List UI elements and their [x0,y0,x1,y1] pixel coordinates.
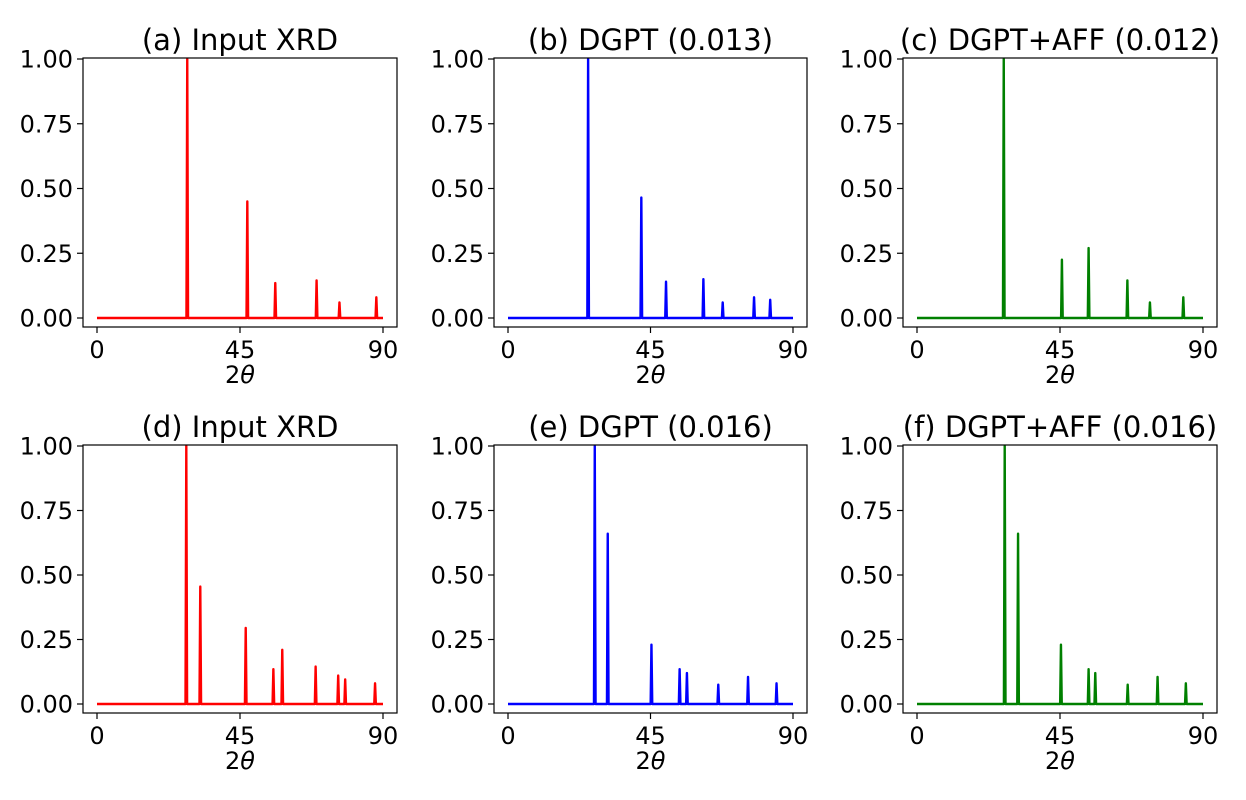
y-tick-label: 0.25 [840,626,893,654]
x-axis-label: 2θ [1045,747,1075,775]
y-tick-label: 0.00 [20,305,73,333]
y-tick-label: 0.25 [840,240,893,268]
x-axis-label: 2θ [636,747,666,775]
panel-e: (e) DGPT (0.016) 0.00 0.25 0.50 0.75 1.00 0 45 9… [431,410,809,775]
x-tick-label: 45 [1045,336,1076,364]
y-tick-label: 0.50 [840,175,893,203]
x-tick-label: 45 [225,336,256,364]
x-tick-label: 90 [368,722,399,750]
series-line [97,444,383,706]
y-tick-label: 0.00 [840,691,893,719]
x-tick-label: 90 [368,336,399,364]
axes-frame [902,57,1218,328]
panel-d: (d) Input XRD 0.00 0.25 0.50 0.75 1.00 0 45 90 2θ [20,410,399,775]
x-tick-label: 0 [500,336,515,364]
series-line [97,57,383,320]
x-tick-label: 90 [1188,336,1219,364]
x-tick-label: 0 [909,722,924,750]
y-tick-label: 1.00 [431,433,484,461]
panel-a: (a) Input XRD 0.00 0.25 0.50 0.75 1.00 0 45 90 2θ [20,23,399,389]
y-tick-label: 0.75 [840,497,893,525]
y-tick-label: 0.50 [431,175,484,203]
x-tick-label: 0 [89,336,104,364]
y-tick-label: 0.75 [20,497,73,525]
y-tick-label: 0.50 [20,175,73,203]
x-tick-label: 0 [500,722,515,750]
y-tick-label: 0.00 [431,691,484,719]
x-axis-label: 2θ [1045,361,1075,389]
panel-title: (e) DGPT (0.016) [528,410,773,444]
series-line [917,57,1203,320]
y-tick-label: 0.00 [20,691,73,719]
x-tick-label: 90 [1188,722,1219,750]
panel-title: (b) DGPT (0.013) [528,23,773,57]
axes-frame [493,57,808,328]
x-axis-label: 2θ [225,747,255,775]
y-tick-label: 0.50 [431,562,484,590]
series-line [508,57,793,320]
y-tick-label: 0.50 [840,562,893,590]
panel-title: (c) DGPT+AFF (0.012) [900,23,1220,57]
x-tick-label: 90 [778,722,809,750]
y-tick-label: 1.00 [20,433,73,461]
series-line [508,444,793,706]
series-line [917,444,1203,706]
y-tick-label: 0.25 [431,240,484,268]
y-tick-label: 0.25 [431,626,484,654]
y-tick-label: 0.25 [20,626,73,654]
y-tick-label: 0.75 [20,110,73,138]
x-axis-label: 2θ [225,361,255,389]
y-tick-label: 0.50 [20,562,73,590]
axes-frame [82,444,398,714]
panel-title: (d) Input XRD [142,410,339,444]
x-tick-label: 45 [635,722,666,750]
x-tick-label: 90 [778,336,809,364]
panel-title: (f) DGPT+AFF (0.016) [903,410,1217,444]
y-tick-label: 0.25 [20,240,73,268]
y-tick-label: 0.00 [431,305,484,333]
x-tick-label: 0 [909,336,924,364]
y-tick-label: 1.00 [431,46,484,74]
x-tick-label: 45 [225,722,256,750]
x-axis-label: 2θ [636,361,666,389]
y-tick-label: 1.00 [20,46,73,74]
y-tick-label: 0.75 [431,110,484,138]
x-tick-label: 45 [635,336,666,364]
y-tick-label: 1.00 [840,433,893,461]
panel-title: (a) Input XRD [142,23,338,57]
y-tick-label: 0.00 [840,305,893,333]
y-tick-label: 1.00 [840,46,893,74]
panel-b: (b) DGPT (0.013) 0.00 0.25 0.50 0.75 1.00 0 45 9… [431,23,809,389]
y-tick-label: 0.75 [840,110,893,138]
axes-frame [82,57,398,328]
y-tick-label: 0.75 [431,497,484,525]
panel-f: (f) DGPT+AFF (0.016) 0.00 0.25 0.50 0.75 1.00… [840,410,1219,775]
x-tick-label: 0 [89,722,104,750]
x-tick-label: 45 [1045,722,1076,750]
panel-c: (c) DGPT+AFF (0.012) 0.00 0.25 0.50 0.75 1.00… [840,23,1221,389]
